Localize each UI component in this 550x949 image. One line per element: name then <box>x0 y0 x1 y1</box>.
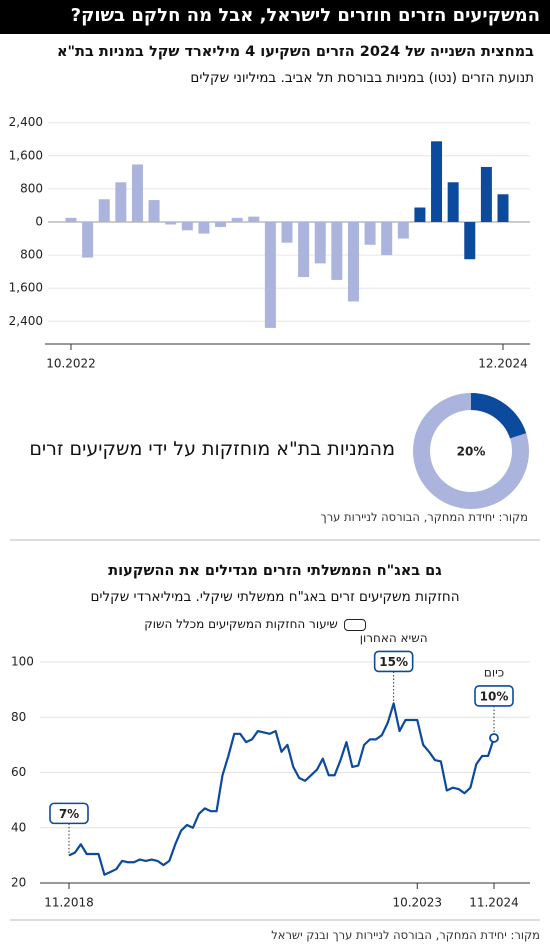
end-marker <box>489 733 499 743</box>
y-tick-label: 1,600 <box>9 148 43 162</box>
chart-subtitle: תנועת הזרים (נטו) במניות בבורסת תל אביב.… <box>190 70 534 86</box>
bar <box>364 222 376 245</box>
bar <box>231 217 243 222</box>
bar <box>65 217 77 222</box>
bar <box>314 222 326 264</box>
annotation-text: כיום <box>484 665 504 679</box>
bar <box>148 200 160 222</box>
y-tick-label: 800 <box>20 248 43 262</box>
y-tick-label: 2,400 <box>9 115 43 129</box>
y-tick-label: 100 <box>11 655 34 669</box>
annotation-label: 7% <box>59 807 79 821</box>
x-tick-label: 11.2018 <box>44 896 94 910</box>
bar <box>98 199 110 222</box>
y-tick-label: 0 <box>35 215 43 229</box>
bar <box>248 216 260 222</box>
donut-label: 20% <box>457 445 486 459</box>
chart-subtitle: החזקות משקיעים זרים באג"ח ממשלתי שיקלי. … <box>90 589 460 605</box>
y-tick-label: 1,600 <box>9 281 43 295</box>
x-tick-label: 10.2023 <box>392 896 442 910</box>
source: מקור: יחידת המחקר, הבורסה לניירות ערך וב… <box>271 928 540 942</box>
bar <box>464 222 476 260</box>
annotation-box <box>49 802 89 825</box>
y-tick-label: 2,400 <box>9 314 43 328</box>
bar <box>347 222 359 302</box>
annotation-label: 15% <box>379 655 408 669</box>
bar <box>198 222 210 234</box>
annotation-text: השיא האחרון <box>360 631 428 645</box>
bar <box>331 222 343 280</box>
bar <box>264 222 276 328</box>
bar <box>215 222 227 227</box>
bar <box>181 222 193 231</box>
y-tick-label: 40 <box>11 820 26 834</box>
header-bar <box>0 0 550 34</box>
legend: שיעור החזקות המשקיעים מכלל השוק <box>0 617 510 631</box>
x-tick-label: 12.2024 <box>478 357 528 371</box>
bar <box>165 222 177 225</box>
y-tick-label: 800 <box>20 181 43 195</box>
donut-text: מהמניות בת"א מוחזקות על ידי משקיעים זרים <box>29 438 395 460</box>
bar <box>115 182 127 222</box>
legend-label: שיעור החזקות המשקיעים מכלל השוק <box>144 617 338 631</box>
annotation-box <box>474 685 514 707</box>
bar <box>82 222 94 258</box>
source: מקור: יחידת המחקר, הבורסה לניירות ערך <box>320 510 528 524</box>
bar <box>381 222 393 256</box>
bar <box>480 166 492 222</box>
chart-title: גם באג"ח הממשלתי הזרים מגדילים את ההשקעו… <box>108 563 442 579</box>
bar <box>414 207 426 222</box>
x-tick-label: 11.2024 <box>469 896 519 910</box>
annotation-box <box>373 650 414 673</box>
bar <box>447 182 459 222</box>
annotation-label: 10% <box>480 689 509 703</box>
donut-segment <box>470 393 527 439</box>
y-tick-label: 20 <box>11 876 26 890</box>
legend-swatch <box>343 618 366 631</box>
chart-title: במחצית השנייה של 2024 הזרים השקיעו 4 מיל… <box>56 44 534 60</box>
y-tick-label: 60 <box>11 765 26 779</box>
bar <box>131 164 143 222</box>
bar <box>298 222 310 278</box>
bar <box>281 222 293 243</box>
line-series <box>68 702 496 876</box>
page-title: המשקיעים הזרים חוזרים לישראל, אבל מה חלק… <box>70 5 540 26</box>
bar <box>431 141 443 222</box>
x-tick-label: 10.2022 <box>46 357 96 371</box>
bar <box>397 222 409 239</box>
y-tick-label: 80 <box>11 710 26 724</box>
bar <box>497 194 509 222</box>
